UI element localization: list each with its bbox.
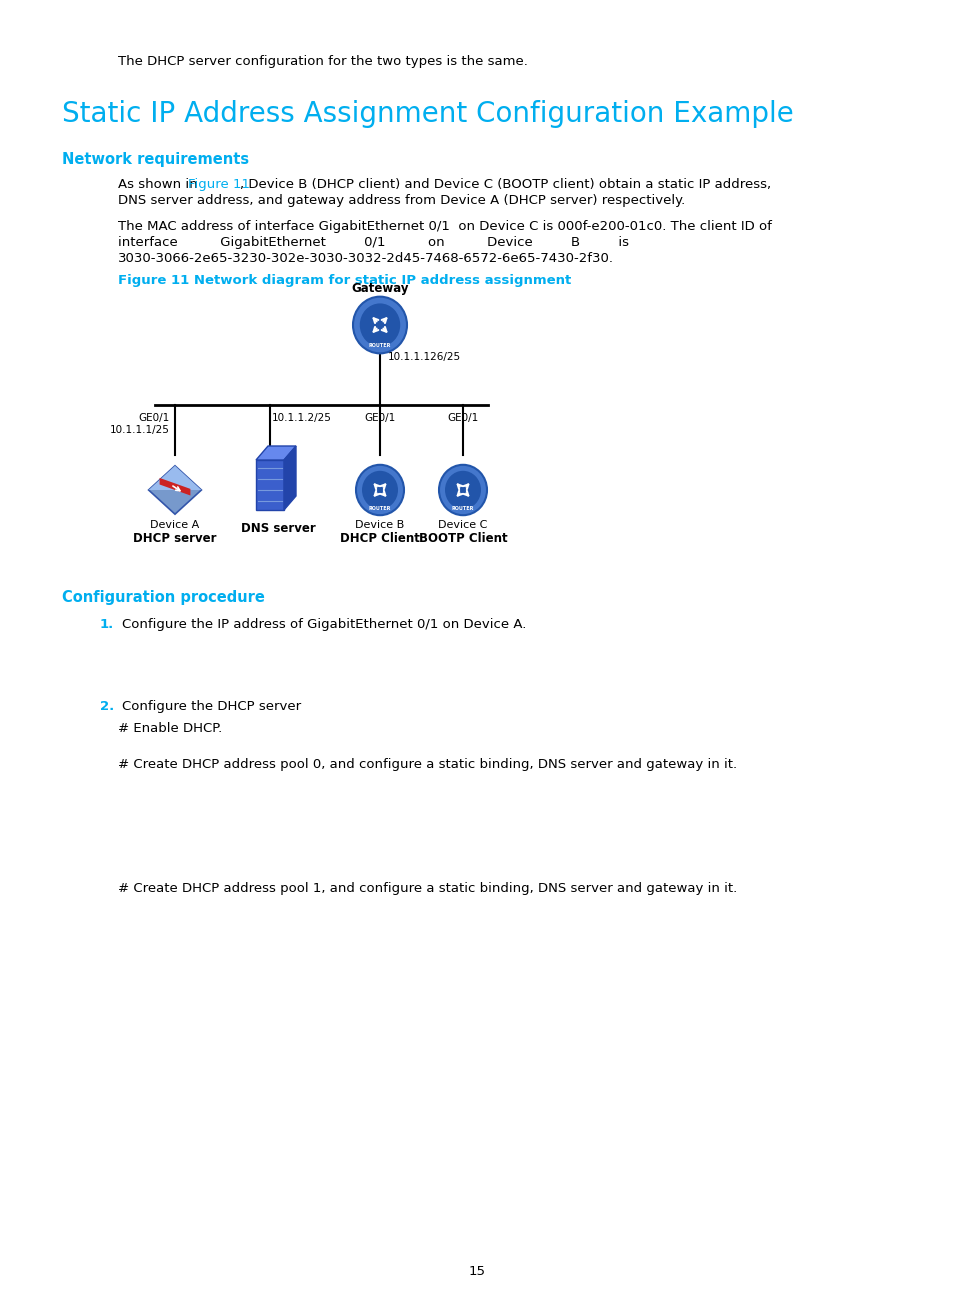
Text: DHCP Client: DHCP Client: [339, 532, 419, 545]
Text: Configure the IP address of GigabitEthernet 0/1 on Device A.: Configure the IP address of GigabitEther…: [122, 619, 526, 631]
Text: 10.1.1.126/25: 10.1.1.126/25: [388, 352, 460, 362]
Text: ROUTER: ROUTER: [369, 506, 391, 511]
Text: Network requirements: Network requirements: [62, 151, 249, 167]
Ellipse shape: [353, 296, 407, 353]
Text: 3030-3066-2e65-3230-302e-3030-3032-2d45-7468-6572-6e65-7430-2f30.: 3030-3066-2e65-3230-302e-3030-3032-2d45-…: [118, 252, 614, 265]
Text: DNS server address, and gateway address from Device A (DHCP server) respectively: DNS server address, and gateway address …: [118, 194, 684, 207]
Text: GE0/1: GE0/1: [447, 413, 478, 423]
Text: DHCP server: DHCP server: [133, 532, 216, 545]
Text: GE0/1: GE0/1: [138, 413, 170, 423]
Text: # Enable DHCP.: # Enable DHCP.: [118, 722, 222, 735]
Text: Device A: Device A: [151, 520, 199, 531]
Polygon shape: [159, 477, 191, 496]
Text: 10.1.1.2/25: 10.1.1.2/25: [272, 413, 332, 423]
FancyBboxPatch shape: [255, 459, 284, 510]
Text: Configure the DHCP server: Configure the DHCP server: [122, 700, 301, 713]
Ellipse shape: [438, 465, 486, 515]
Polygon shape: [284, 446, 295, 510]
Text: Device B: Device B: [355, 520, 404, 531]
Text: Static IP Address Assignment Configuration Example: Static IP Address Assignment Configurati…: [62, 100, 793, 128]
Text: The MAC address of interface GigabitEthernet 0/1  on Device C is 000f-e200-01c0.: The MAC address of interface GigabitEthe…: [118, 220, 771, 233]
Text: # Create DHCP address pool 0, and configure a static binding, DNS server and gat: # Create DHCP address pool 0, and config…: [118, 758, 737, 771]
Polygon shape: [149, 466, 201, 490]
Text: As shown in: As shown in: [118, 179, 202, 192]
Ellipse shape: [361, 471, 397, 510]
Text: DNS server: DNS server: [240, 521, 315, 534]
Text: GE0/1: GE0/1: [364, 413, 395, 423]
Text: ROUTER: ROUTER: [369, 343, 391, 348]
Polygon shape: [255, 446, 295, 459]
Text: # Create DHCP address pool 1, and configure a static binding, DNS server and gat: # Create DHCP address pool 1, and config…: [118, 883, 737, 895]
Text: The DHCP server configuration for the two types is the same.: The DHCP server configuration for the tw…: [118, 56, 527, 69]
Text: 10.1.1.1/25: 10.1.1.1/25: [110, 424, 170, 435]
Text: Gateway: Gateway: [351, 282, 408, 295]
Text: Figure 11: Figure 11: [188, 179, 250, 192]
Ellipse shape: [359, 303, 400, 347]
Ellipse shape: [355, 465, 403, 515]
Text: BOOTP Client: BOOTP Client: [418, 532, 507, 545]
Text: Configuration procedure: Configuration procedure: [62, 590, 265, 606]
Text: ROUTER: ROUTER: [452, 506, 474, 511]
Text: interface          GigabitEthernet         0/1          on          Device      : interface GigabitEthernet 0/1 on Device: [118, 236, 628, 248]
Polygon shape: [149, 466, 201, 514]
Text: , Device B (DHCP client) and Device C (BOOTP client) obtain a static IP address,: , Device B (DHCP client) and Device C (B…: [239, 179, 770, 192]
Text: 2.: 2.: [100, 700, 114, 713]
Ellipse shape: [444, 471, 480, 510]
Text: Figure 11 Network diagram for static IP address assignment: Figure 11 Network diagram for static IP …: [118, 274, 571, 287]
Text: 15: 15: [468, 1266, 485, 1278]
Text: Device C: Device C: [437, 520, 487, 531]
Text: 1.: 1.: [100, 619, 114, 631]
